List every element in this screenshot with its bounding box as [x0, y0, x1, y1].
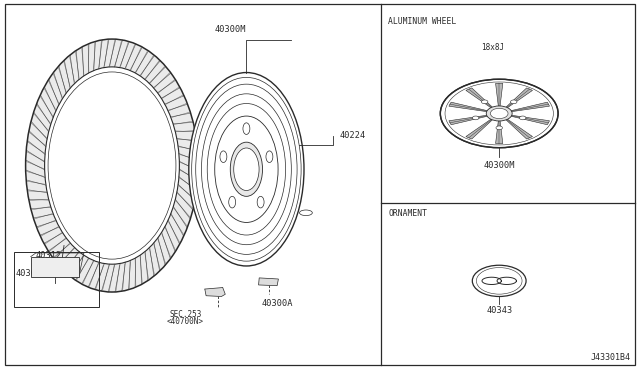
Polygon shape: [466, 119, 493, 139]
Polygon shape: [449, 102, 488, 112]
Circle shape: [490, 108, 508, 119]
Ellipse shape: [220, 151, 227, 163]
Polygon shape: [506, 88, 532, 108]
Text: 40343: 40343: [486, 306, 513, 315]
Ellipse shape: [243, 123, 250, 134]
Circle shape: [520, 116, 526, 120]
Text: 40300A: 40300A: [261, 299, 292, 308]
Ellipse shape: [234, 148, 259, 190]
Circle shape: [486, 106, 512, 121]
Circle shape: [496, 126, 502, 130]
Polygon shape: [26, 39, 198, 292]
Ellipse shape: [26, 39, 198, 292]
Text: 40300M: 40300M: [214, 25, 246, 34]
Text: J43301B4: J43301B4: [590, 353, 630, 362]
Text: ORNAMENT: ORNAMENT: [388, 209, 428, 218]
Circle shape: [481, 100, 488, 104]
Polygon shape: [495, 120, 503, 144]
Ellipse shape: [300, 210, 312, 215]
Text: 40300AA: 40300AA: [16, 269, 52, 278]
Ellipse shape: [266, 151, 273, 163]
Ellipse shape: [230, 142, 262, 196]
Text: 18x8J: 18x8J: [481, 43, 504, 52]
Circle shape: [472, 116, 479, 120]
Text: 40224: 40224: [339, 131, 365, 140]
Text: 40312: 40312: [35, 251, 61, 260]
Polygon shape: [506, 119, 532, 139]
Ellipse shape: [257, 196, 264, 208]
Polygon shape: [510, 102, 550, 112]
Polygon shape: [259, 278, 278, 286]
Text: 40300M: 40300M: [483, 161, 515, 170]
Ellipse shape: [48, 72, 176, 259]
Bar: [14, 252, 99, 307]
Text: SEC.253: SEC.253: [170, 310, 202, 319]
Ellipse shape: [228, 196, 236, 208]
Polygon shape: [205, 288, 225, 296]
Ellipse shape: [189, 73, 304, 266]
Polygon shape: [466, 88, 493, 108]
Polygon shape: [495, 83, 503, 107]
Text: <40700N>: <40700N>: [167, 317, 204, 326]
Text: ALUMINUM WHEEL: ALUMINUM WHEEL: [388, 17, 457, 26]
Bar: [31, 257, 79, 277]
Polygon shape: [449, 115, 488, 125]
Polygon shape: [510, 115, 550, 125]
Circle shape: [440, 79, 558, 148]
Circle shape: [511, 100, 517, 104]
